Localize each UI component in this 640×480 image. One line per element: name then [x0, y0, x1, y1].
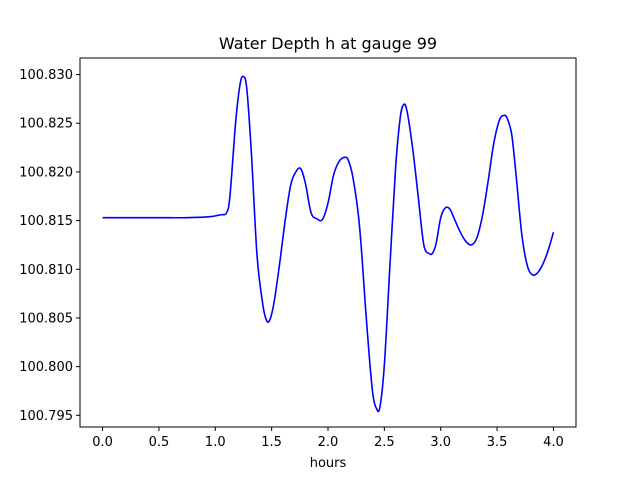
x-tick-label: 3.5 — [487, 435, 508, 450]
x-tick-label: 4.0 — [543, 435, 564, 450]
y-tick-label: 100.830 — [19, 68, 73, 83]
x-tick-label: 0.5 — [149, 435, 170, 450]
y-tick-label: 100.815 — [19, 214, 73, 229]
x-tick-label: 3.0 — [430, 435, 451, 450]
x-tick-label: 1.0 — [205, 435, 226, 450]
series-layer — [102, 75, 555, 413]
y-tick-label: 100.825 — [19, 117, 73, 132]
series-line — [102, 75, 555, 413]
x-axis: 0.0 0.5 1.0 1.5 2.0 2.5 3.0 3.5 4.0 — [92, 427, 564, 450]
x-tick-label: 2.5 — [374, 435, 395, 450]
y-tick-label: 100.795 — [19, 409, 73, 424]
x-axis-label: hours — [310, 456, 347, 471]
chart-title: Water Depth h at gauge 99 — [219, 34, 437, 53]
y-tick-label: 100.820 — [19, 165, 73, 180]
y-tick-label: 100.810 — [19, 263, 73, 278]
y-axis: 100.795 100.800 100.805 100.810 100.815 100.8… — [19, 68, 80, 424]
x-tick-label: 1.5 — [261, 435, 282, 450]
x-tick-label: 2.0 — [318, 435, 339, 450]
y-tick-label: 100.800 — [19, 360, 73, 375]
y-tick-label: 100.805 — [19, 311, 73, 326]
x-tick-label: 0.0 — [92, 435, 113, 450]
